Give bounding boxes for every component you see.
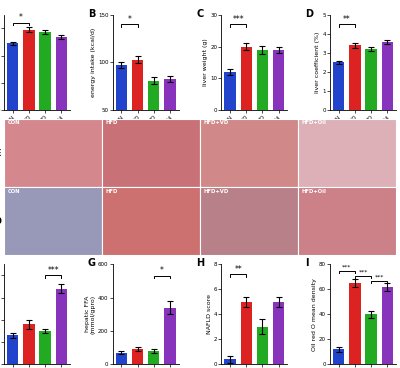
Text: *: * xyxy=(128,15,131,24)
Bar xyxy=(23,324,34,364)
Text: I: I xyxy=(305,258,308,268)
Text: G: G xyxy=(88,258,96,268)
Bar xyxy=(240,302,252,364)
Text: HFD+Oil: HFD+Oil xyxy=(302,189,327,194)
Bar xyxy=(333,63,344,110)
Text: H: H xyxy=(196,258,204,268)
Text: CON: CON xyxy=(8,120,20,125)
Bar xyxy=(200,119,298,187)
Y-axis label: liver weight (g): liver weight (g) xyxy=(203,39,208,86)
Bar xyxy=(200,187,298,255)
Bar xyxy=(224,72,236,110)
Bar xyxy=(273,50,284,110)
Bar xyxy=(298,187,396,255)
Bar xyxy=(349,283,361,364)
Bar xyxy=(257,50,268,110)
Bar xyxy=(333,349,344,364)
Text: B: B xyxy=(88,9,95,19)
Bar xyxy=(382,287,393,364)
Y-axis label: liver coefficient (%): liver coefficient (%) xyxy=(315,32,320,93)
Text: ***: *** xyxy=(358,270,368,275)
Text: ***: *** xyxy=(374,275,384,280)
Bar xyxy=(4,187,102,255)
Bar xyxy=(224,359,236,364)
Bar xyxy=(102,119,200,187)
Text: *: * xyxy=(19,13,23,22)
Text: HFD+VD: HFD+VD xyxy=(204,120,229,125)
Bar xyxy=(23,30,34,110)
Text: ***: *** xyxy=(232,15,244,24)
Y-axis label: hepatic FFA
(mmol/gpro): hepatic FFA (mmol/gpro) xyxy=(85,295,96,334)
Bar xyxy=(164,308,176,364)
Text: ORO: ORO xyxy=(0,217,2,226)
Text: C: C xyxy=(196,9,204,19)
Bar xyxy=(39,32,51,110)
Bar xyxy=(7,43,18,110)
Bar xyxy=(257,327,268,364)
Bar xyxy=(382,42,393,110)
Bar xyxy=(240,46,252,110)
Bar xyxy=(116,66,127,158)
Bar xyxy=(148,81,160,158)
Bar xyxy=(273,302,284,364)
Bar xyxy=(349,45,361,110)
Text: HFD: HFD xyxy=(106,120,118,125)
Text: H&E: H&E xyxy=(0,149,2,158)
Bar xyxy=(148,351,160,364)
Text: HFD: HFD xyxy=(106,189,118,194)
Bar xyxy=(7,335,18,364)
Bar xyxy=(39,331,51,364)
Bar xyxy=(366,49,377,110)
Text: HFD+Oil: HFD+Oil xyxy=(302,120,327,125)
Text: **: ** xyxy=(343,15,351,24)
Bar xyxy=(132,349,143,364)
Text: HFD+VD: HFD+VD xyxy=(204,189,229,194)
Bar xyxy=(102,187,200,255)
Y-axis label: Oil red O mean density: Oil red O mean density xyxy=(312,278,317,351)
Text: D: D xyxy=(305,9,313,19)
Bar xyxy=(4,119,102,187)
Y-axis label: NAFLD score: NAFLD score xyxy=(207,294,212,334)
Text: *: * xyxy=(160,266,164,275)
Bar xyxy=(116,353,127,364)
Bar xyxy=(164,79,176,158)
Text: ***: *** xyxy=(342,265,352,270)
Bar xyxy=(56,289,67,364)
Bar xyxy=(366,314,377,364)
Bar xyxy=(132,60,143,158)
Bar xyxy=(56,37,67,110)
Y-axis label: energy intake (kcal/d): energy intake (kcal/d) xyxy=(91,28,96,97)
Text: CON: CON xyxy=(8,189,20,194)
Bar xyxy=(298,119,396,187)
Text: **: ** xyxy=(234,265,242,273)
Text: ***: *** xyxy=(47,266,59,275)
